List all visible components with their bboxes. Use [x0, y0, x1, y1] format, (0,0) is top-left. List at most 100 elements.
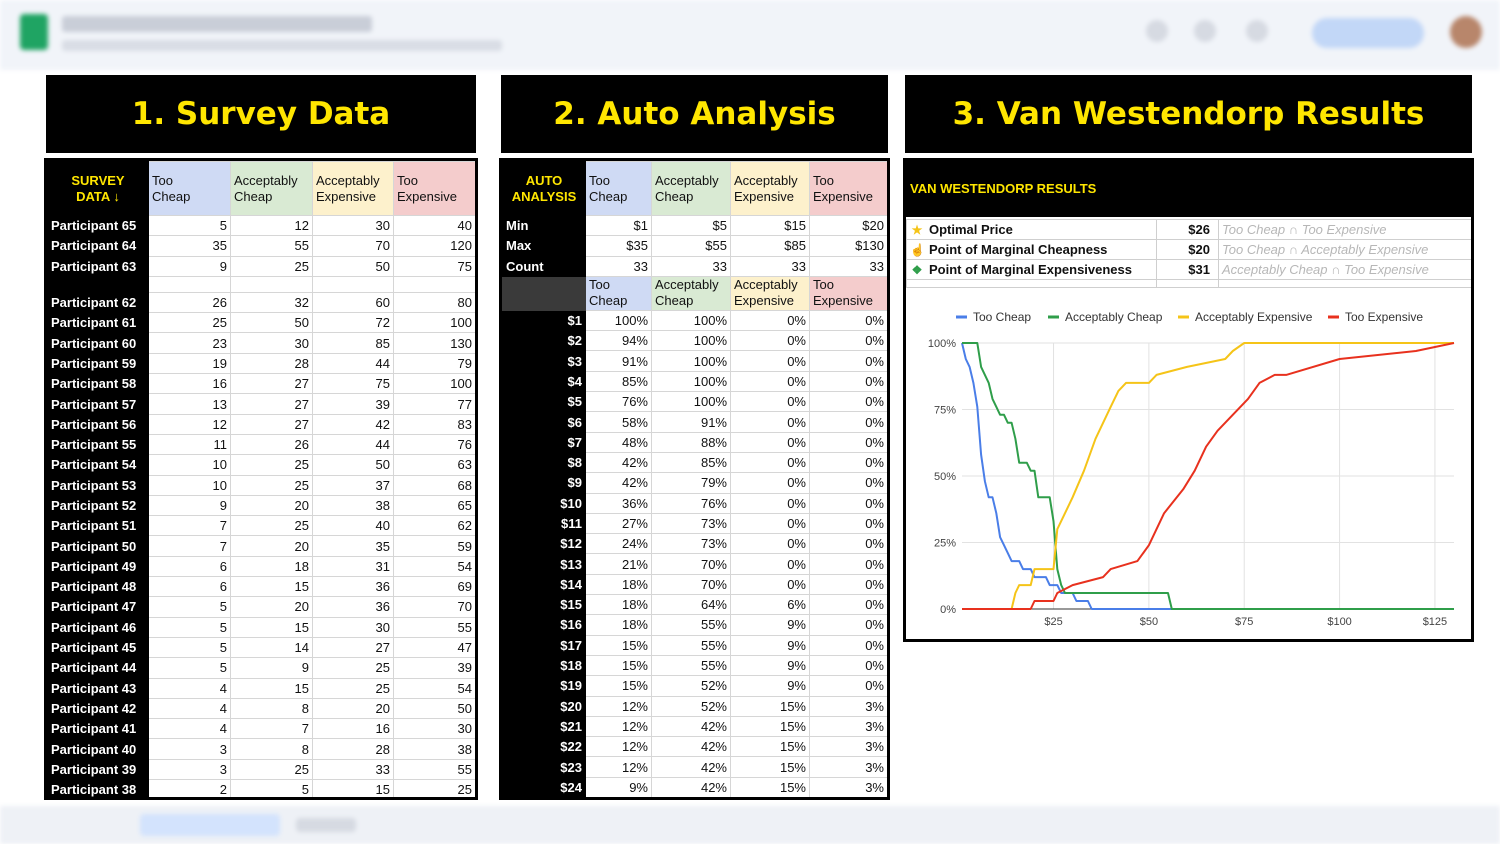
table-cell[interactable]: 25	[312, 677, 394, 699]
row-label[interactable]: Participant 48	[47, 576, 149, 598]
price-label[interactable]: $7	[502, 431, 586, 453]
subheader-cell[interactable]: Too Cheap	[585, 275, 652, 311]
table-cell[interactable]: 8	[230, 738, 313, 760]
subheader-cell[interactable]: Too Expensive	[809, 275, 887, 311]
subheader-cell[interactable]: Acceptably Cheap	[651, 275, 731, 311]
table-cell[interactable]: 75	[312, 373, 394, 395]
table-cell[interactable]: 9%	[730, 634, 810, 656]
col-too-expensive[interactable]: Too Expensive	[809, 161, 887, 216]
table-cell[interactable]: 52%	[651, 695, 731, 717]
table-cell[interactable]: 62	[393, 515, 475, 537]
table-cell[interactable]: 73%	[651, 533, 731, 555]
share-button[interactable]	[1312, 18, 1424, 48]
table-cell[interactable]: 20	[230, 596, 313, 618]
table-cell[interactable]: 23	[148, 332, 231, 354]
table-cell[interactable]: 100%	[585, 309, 652, 332]
table-cell[interactable]: 15	[312, 779, 394, 797]
table-cell[interactable]: 7	[148, 515, 231, 537]
table-cell[interactable]: 26	[148, 291, 231, 314]
table-cell[interactable]: 18%	[585, 594, 652, 616]
table-cell[interactable]: 33	[312, 758, 394, 781]
table-cell[interactable]: 36%	[585, 492, 652, 514]
table-cell[interactable]: 72	[312, 312, 394, 334]
table-cell[interactable]: 33	[651, 255, 731, 277]
table-cell[interactable]: 70	[312, 235, 394, 257]
table-cell[interactable]: 0%	[730, 370, 810, 393]
row-label[interactable]: Participant 42	[47, 697, 149, 720]
price-label[interactable]: $17	[502, 634, 586, 656]
table-cell[interactable]: 88%	[651, 431, 731, 453]
table-cell[interactable]: 33	[730, 255, 810, 277]
row-label[interactable]: Participant 50	[47, 535, 149, 557]
table-cell[interactable]: 25	[312, 657, 394, 679]
table-cell[interactable]: 100%	[651, 330, 731, 352]
price-label[interactable]: $10	[502, 492, 586, 514]
table-cell[interactable]: 3%	[809, 736, 887, 758]
table-cell[interactable]: 55%	[651, 654, 731, 677]
row-label[interactable]: Participant 39	[47, 758, 149, 781]
table-cell[interactable]: 39	[393, 657, 475, 679]
table-cell[interactable]: 5	[148, 616, 231, 638]
table-cell[interactable]: $5	[651, 214, 731, 237]
table-cell[interactable]: 0%	[809, 634, 887, 656]
row-label[interactable]: Participant 52	[47, 494, 149, 517]
table-cell[interactable]: 69	[393, 576, 475, 598]
table-cell[interactable]: 25	[230, 515, 313, 537]
table-cell[interactable]: 25	[230, 255, 313, 277]
price-label[interactable]: $6	[502, 411, 586, 433]
history-icon[interactable]	[1146, 20, 1168, 42]
stat-label[interactable]: Min	[502, 214, 586, 237]
table-cell[interactable]: 20	[230, 494, 313, 517]
table-cell[interactable]: 0%	[730, 472, 810, 494]
table-cell[interactable]: 75	[393, 255, 475, 277]
series-line-too-expensive[interactable]	[962, 342, 1455, 610]
row-label[interactable]: Participant 56	[47, 413, 149, 435]
table-cell[interactable]: 19	[148, 352, 231, 375]
meet-icon[interactable]	[1246, 20, 1268, 42]
price-label[interactable]: $5	[502, 391, 586, 413]
price-label[interactable]: $2	[502, 330, 586, 352]
table-cell[interactable]: $85	[730, 235, 810, 257]
table-cell[interactable]: 26	[230, 433, 313, 456]
table-cell[interactable]	[1218, 279, 1471, 288]
result-label-cell[interactable]: ❖ Point of Marginal Expensiveness	[906, 259, 1157, 280]
row-label[interactable]: Participant 58	[47, 373, 149, 395]
table-cell[interactable]: 44	[312, 352, 394, 375]
price-label[interactable]: $20	[502, 695, 586, 717]
table-cell[interactable]: 83	[393, 413, 475, 435]
table-cell[interactable]: 0%	[730, 533, 810, 555]
row-label[interactable]: Participant 63	[47, 255, 149, 277]
table-cell[interactable]: 42%	[651, 715, 731, 738]
table-cell[interactable]: 9	[148, 494, 231, 517]
table-cell[interactable]: 13	[148, 393, 231, 415]
table-cell[interactable]: 30	[393, 718, 475, 740]
table-cell[interactable]: 50	[312, 255, 394, 277]
price-label[interactable]: $16	[502, 614, 586, 636]
row-label[interactable]: Participant 59	[47, 352, 149, 375]
table-cell[interactable]: 18%	[585, 614, 652, 636]
table-cell[interactable]: 6	[148, 555, 231, 578]
table-cell[interactable]: 35	[148, 235, 231, 257]
table-cell[interactable]: 27	[230, 393, 313, 415]
row-label[interactable]: Participant 41	[47, 718, 149, 740]
table-cell[interactable]: 12%	[585, 736, 652, 758]
table-cell[interactable]: 70%	[651, 573, 731, 596]
table-cell[interactable]: 76%	[651, 492, 731, 514]
table-cell[interactable]: 0%	[809, 533, 887, 555]
table-cell[interactable]: 68	[393, 474, 475, 496]
stat-label[interactable]: Count	[502, 255, 586, 277]
table-cell[interactable]: 55	[393, 758, 475, 781]
table-cell[interactable]: 30	[230, 332, 313, 354]
price-label[interactable]: $18	[502, 654, 586, 677]
table-cell[interactable]: 42%	[585, 472, 652, 494]
table-cell[interactable]: 0%	[730, 492, 810, 514]
row-label[interactable]: Participant 64	[47, 235, 149, 257]
table-cell[interactable]	[47, 275, 149, 293]
table-cell[interactable]: $35	[585, 235, 652, 257]
table-cell[interactable]: 100%	[651, 391, 731, 413]
table-cell[interactable]: 35	[312, 535, 394, 557]
table-cell[interactable]: 14	[230, 636, 313, 659]
table-cell[interactable]: 0%	[809, 370, 887, 393]
table-cell[interactable]: 100%	[651, 370, 731, 393]
table-cell[interactable]: 15%	[585, 654, 652, 677]
